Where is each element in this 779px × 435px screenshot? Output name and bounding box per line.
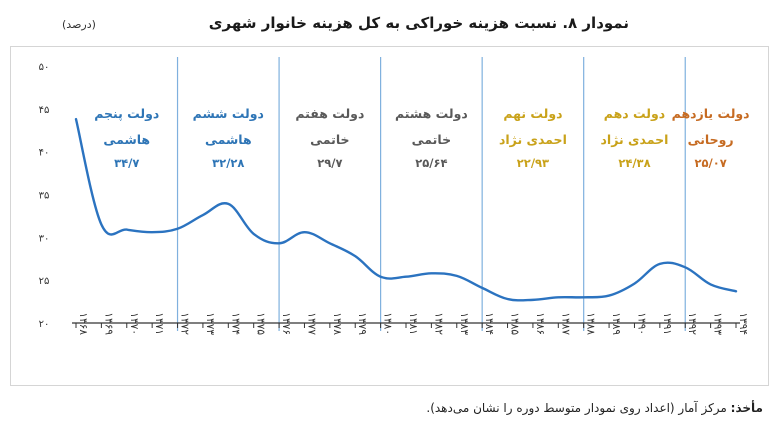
x-tick-label: ۱۳۸۵ [509,312,521,335]
x-tick-label: ۱۳۸۱ [407,312,419,335]
x-tick-label: ۱۳۷۲ [179,312,191,335]
x-tick-label: ۱۳۸۹ [610,312,622,335]
x-tick-label: ۱۳۸۲ [432,312,444,335]
chart-frame [10,46,769,386]
source-label: مأخذ: [730,401,763,415]
x-tick-label: ۱۳۹۴ [737,312,749,335]
period-average: ۳۴/۷ [114,156,139,170]
period-name: دولت پنجم [94,106,159,121]
x-tick-label: ۱۳۷۴ [229,312,241,335]
x-tick-label: ۱۳۸۰ [382,312,394,335]
period-average: ۲۵/۶۴ [415,156,447,170]
y-tick-label: ۴۵ [39,105,50,116]
x-tick-label: ۱۳۶۸ [77,312,89,335]
x-tick-label: ۱۳۸۷ [559,312,571,335]
x-tick-label: ۱۳۷۰ [128,312,140,335]
period-name: دولت ششم [193,106,264,121]
period-leader: هاشمی [205,132,252,147]
period-name: دولت هفتم [295,106,364,121]
period-leader: احمدی نژاد [499,132,567,147]
x-tick-label: ۱۳۹۱ [661,312,673,335]
y-tick-label: ۲۰ [39,319,50,330]
period-name: دولت نهم [503,106,562,121]
y-tick-label: ۲۵ [39,276,50,287]
x-tick-label: ۱۳۷۳ [204,312,216,335]
period-leader: خاتمی [310,132,349,147]
x-tick-label: ۱۳۷۷ [305,312,317,335]
x-tick-label: ۱۳۸۸ [585,312,597,335]
x-tick-label: ۱۳۷۸ [331,312,343,335]
period-average: ۲۴/۳۸ [618,156,650,170]
source-note: مأخذ: مرکز آمار (اعداد روی نمودار متوسط … [426,401,763,415]
x-tick-label: ۱۳۷۱ [153,312,165,335]
period-name: دولت دهم [604,106,665,121]
y-tick-label: ۳۰ [39,233,50,244]
y-tick-label: ۵۰ [39,62,50,73]
y-tick-label: ۳۵ [39,191,50,202]
x-tick-label: ۱۳۸۴ [483,312,495,335]
x-tick-label: ۱۳۷۶ [280,312,292,335]
period-leader: خاتمی [412,132,451,147]
period-name: دولت یازدهم [672,106,750,121]
period-average: ۲۵/۰۷ [694,156,726,170]
x-tick-label: ۱۳۷۹ [356,312,368,335]
x-tick-label: ۱۳۷۵ [255,312,267,335]
period-name: دولت هشتم [395,106,468,121]
x-tick-label: ۱۳۹۰ [635,312,647,335]
source-text: مرکز آمار (اعداد روی نمودار متوسط دوره ر… [426,401,727,415]
y-tick-label: ۴۰ [39,148,50,159]
period-leader: احمدی نژاد [601,132,669,147]
x-tick-label: ۱۳۶۹ [102,312,114,335]
x-tick-label: ۱۳۸۳ [458,312,470,335]
period-average: ۲۲/۹۳ [517,156,549,170]
x-tick-label: ۱۳۹۲ [686,312,698,335]
period-leader: هاشمی [103,132,150,147]
x-tick-label: ۱۳۹۳ [712,312,724,335]
x-tick-label: ۱۳۸۶ [534,312,546,335]
period-average: ۲۹/۷ [317,156,342,170]
period-average: ۳۲/۲۸ [212,156,244,170]
series-line [74,117,738,302]
period-leader: روحانی [688,132,734,147]
unit-label: (درصد) [62,18,96,31]
chart-title: نمودار ۸. نسبت هزینه خوراکی به کل هزینه … [208,14,629,32]
